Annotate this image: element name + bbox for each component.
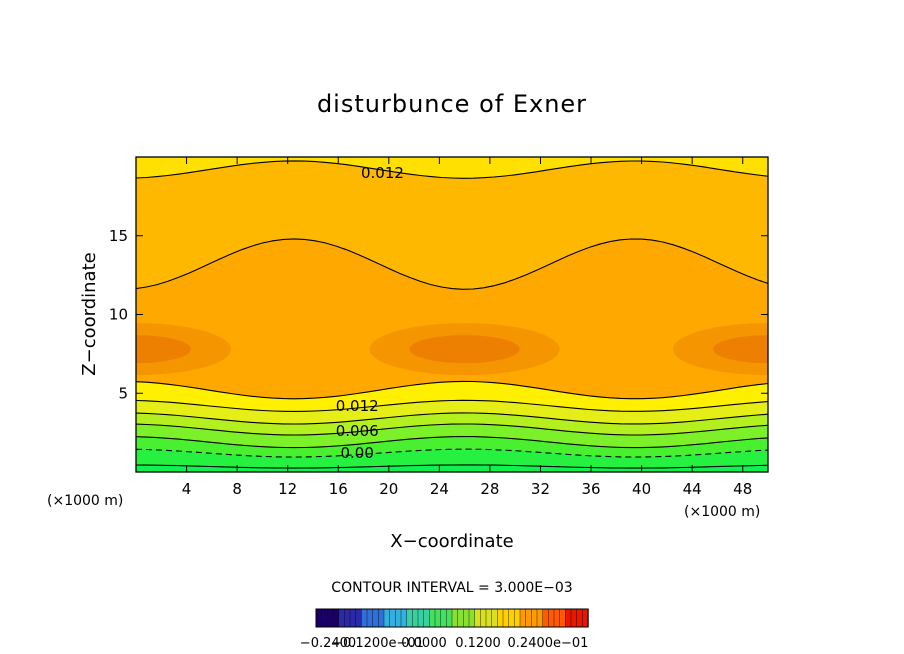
colorbar-cell: [389, 608, 397, 628]
colorbar-cell: [457, 608, 465, 628]
x-axis-title: X−coordinate: [390, 531, 513, 552]
colorbar-cell: [417, 608, 425, 628]
colorbar-cell: [355, 608, 363, 628]
contour-label: 0.012: [361, 164, 404, 182]
colorbar-cell: [338, 608, 346, 628]
contour-line: [136, 160, 768, 179]
contour-label: 0.00: [340, 444, 373, 462]
contour-line: [136, 423, 768, 436]
colorbar-tick-label: 0.1200: [455, 636, 501, 651]
colorbar-cell: [468, 608, 476, 628]
colorbar-cell: [344, 608, 351, 628]
x-tick-label: 44: [683, 480, 702, 498]
colorbar-cell: [332, 608, 340, 628]
colorbar-cell: [429, 608, 436, 628]
x-tick-label: 32: [531, 480, 550, 498]
colorbar-cell: [412, 608, 419, 628]
colorbar-cell: [531, 608, 538, 628]
contour-line: [136, 380, 768, 400]
colorbar-cell: [327, 608, 334, 628]
contour-label: 0.006: [336, 422, 379, 440]
colorbar-cell: [361, 608, 368, 628]
contour-field: [136, 157, 768, 472]
colorbar-cell: [474, 608, 482, 628]
x-unit-right: (×1000 m): [684, 504, 760, 520]
colorbar-tick-label: −0.1200e−01: [332, 636, 424, 651]
colorbar-cell: [378, 608, 385, 628]
contour-line: [136, 412, 768, 425]
colorbar-cell: [349, 608, 357, 628]
colorbar-cell: [559, 608, 567, 628]
colorbar-cell: [553, 608, 561, 628]
colorbar-cell: [542, 608, 550, 628]
contour-core: [713, 335, 768, 364]
contour-band: [136, 157, 768, 290]
contour-core: [136, 335, 191, 364]
x-tick-label: 24: [430, 480, 449, 498]
x-tick-label: 28: [480, 480, 499, 498]
colorbar-cell: [485, 608, 493, 628]
colorbar-cell: [423, 608, 431, 628]
colorbar-cell: [406, 608, 414, 628]
x-tick-label: 12: [278, 480, 297, 498]
colorbar-cell: [440, 608, 448, 628]
colorbar-cell: [451, 608, 459, 628]
colorbar-cell: [576, 608, 584, 628]
y-tick-label: 10: [109, 306, 128, 324]
colorbar-cell: [434, 608, 442, 628]
colorbar-cell: [400, 608, 408, 628]
y-tick-label: 5: [118, 384, 128, 402]
colorbar-cell: [315, 608, 323, 628]
contour-band: [136, 157, 768, 179]
contour-line: [136, 436, 768, 449]
contour-label: 0.012: [336, 397, 379, 415]
y-tick-label: 15: [109, 227, 128, 245]
x-tick-label: 48: [733, 480, 752, 498]
colorbar-cell: [491, 608, 499, 628]
x-tick-label: 20: [379, 480, 398, 498]
colorbar: [315, 608, 589, 628]
colorbar-tick-label: −0.2400: [300, 636, 356, 651]
colorbar-frame: [315, 608, 589, 628]
x-unit-left: (×1000 m): [47, 493, 123, 509]
colorbar-cell: [565, 608, 572, 628]
x-tick-label: 16: [329, 480, 348, 498]
colorbar-cell: [548, 608, 555, 628]
contour-line: [136, 399, 768, 412]
colorbar-cell: [463, 608, 470, 628]
contour-core: [409, 335, 520, 364]
colorbar-cell: [508, 608, 516, 628]
chart-title: disturbunce of Exner: [317, 90, 587, 118]
colorbar-cell: [383, 608, 391, 628]
x-tick-label: 4: [182, 480, 192, 498]
contour-line: [136, 448, 768, 458]
colorbar-cell: [519, 608, 527, 628]
colorbar-cell: [536, 608, 544, 628]
colorbar-cell: [570, 608, 578, 628]
colorbar-tick-label: 0.0000: [401, 636, 447, 651]
colorbar-cell: [446, 608, 453, 628]
contour-line: [136, 238, 768, 290]
contour-line: [136, 464, 768, 469]
colorbar-cell: [497, 608, 504, 628]
colorbar-tick-label: 0.2400e−01: [508, 636, 589, 651]
contour-interval-text: CONTOUR INTERVAL = 3.000E−03: [331, 580, 572, 596]
colorbar-cell: [321, 608, 329, 628]
colorbar-cell: [514, 608, 521, 628]
colorbar-cell: [366, 608, 374, 628]
x-tick-label: 8: [232, 480, 242, 498]
colorbar-cell: [502, 608, 510, 628]
x-tick-label: 40: [632, 480, 651, 498]
colorbar-cell: [525, 608, 533, 628]
y-axis-title: Z−coordinate: [79, 252, 100, 375]
colorbar-cell: [395, 608, 402, 628]
colorbar-cell: [480, 608, 487, 628]
x-tick-label: 36: [581, 480, 600, 498]
colorbar-cell: [372, 608, 380, 628]
